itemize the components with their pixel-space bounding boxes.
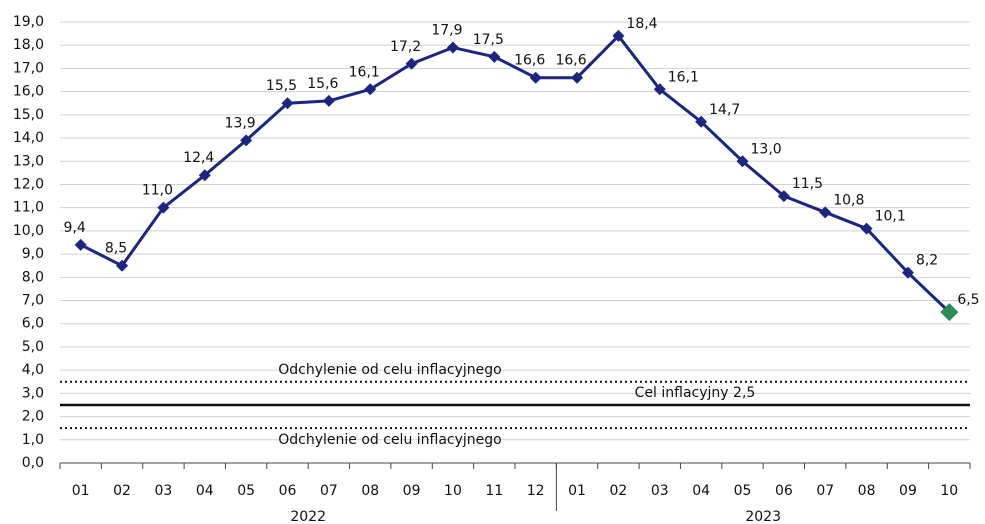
data-label: 6,5 [957, 292, 979, 308]
marker [157, 201, 170, 214]
x-tick-label: 01 [72, 483, 90, 499]
y-tick-label: 16,0 [13, 84, 44, 100]
x-tick-label: 04 [196, 483, 214, 499]
y-tick-label: 18,0 [13, 37, 44, 53]
marker [240, 134, 253, 147]
data-label: 10,1 [875, 209, 906, 225]
y-tick-label: 9,0 [22, 246, 44, 262]
y-tick-label: 17,0 [13, 60, 44, 76]
y-tick-label: 11,0 [13, 200, 44, 216]
line [80, 33, 951, 314]
x-tick-label: 09 [899, 483, 917, 499]
data-label: 8,2 [916, 253, 938, 269]
x-tick-label: 05 [237, 483, 255, 499]
x-tick-label: 05 [734, 483, 752, 499]
data-label: 15,6 [307, 76, 338, 92]
data-label: 10,8 [833, 192, 864, 208]
marker [281, 97, 294, 110]
data-label: 14,7 [709, 102, 740, 118]
y-tick-label: 7,0 [22, 293, 44, 309]
y-tick-label: 6,0 [22, 316, 44, 332]
data-label: 8,5 [105, 241, 127, 257]
y-tick-label: 13,0 [13, 153, 44, 169]
y-tick-label: 10,0 [13, 223, 44, 239]
y-tick-label: 12,0 [13, 176, 44, 192]
y-tick-label: 4,0 [22, 362, 44, 378]
data-label: 11,5 [792, 176, 823, 192]
x-tick-label: 11 [485, 483, 503, 499]
reference-label: Odchylenie od celu inflacyjnego [278, 432, 502, 448]
marker [405, 57, 418, 70]
y-tick-label: 2,0 [22, 409, 44, 425]
marker [653, 83, 666, 96]
x-tick-label: 09 [403, 483, 421, 499]
marker [612, 29, 625, 42]
marker [116, 259, 129, 272]
x-tick-label: 10 [940, 483, 958, 499]
data-label: 11,0 [142, 183, 173, 199]
data-label: 16,1 [668, 69, 699, 85]
marker [74, 238, 87, 251]
x-tick-label: 02 [113, 483, 131, 499]
marker [364, 83, 377, 96]
marker [901, 266, 914, 279]
x-tick-label: 06 [279, 483, 297, 499]
y-tick-label: 3,0 [22, 385, 44, 401]
x-tick-label: 08 [858, 483, 876, 499]
data-label: 13,9 [225, 115, 256, 131]
data-label: 17,2 [390, 39, 421, 55]
marker [695, 115, 708, 128]
reference-label: Cel inflacyjny 2,5 [635, 385, 756, 401]
data-label: 15,5 [266, 78, 297, 94]
x-tick-label: 07 [816, 483, 834, 499]
group-label: 2022 [290, 509, 326, 524]
x-tick-label: 10 [444, 483, 462, 499]
data-label: 16,6 [514, 53, 545, 69]
marker [488, 50, 501, 63]
marker [736, 155, 749, 168]
y-tick-label: 1,0 [22, 432, 44, 448]
marker [819, 206, 832, 219]
marker [940, 303, 959, 322]
x-tick-label: 02 [609, 483, 627, 499]
y-tick-label: 14,0 [13, 130, 44, 146]
data-label: 18,4 [626, 16, 657, 32]
data-label: 13,0 [751, 141, 782, 157]
marker [777, 190, 790, 203]
group-label: 2023 [745, 509, 781, 524]
x-tick-label: 12 [527, 483, 545, 499]
data-label: 17,9 [431, 23, 462, 39]
y-tick-label: 15,0 [13, 107, 44, 123]
marker [446, 41, 459, 54]
x-tick-label: 06 [775, 483, 793, 499]
reference-label: Odchylenie od celu inflacyjnego [278, 362, 502, 378]
data-label: 9,4 [64, 220, 86, 236]
x-tick-label: 04 [692, 483, 710, 499]
y-tick-label: 0,0 [22, 455, 44, 471]
marker [571, 71, 584, 84]
x-tick-label: 03 [651, 483, 669, 499]
y-tick-label: 5,0 [22, 339, 44, 355]
data-label: 12,4 [183, 150, 214, 166]
x-tick-label: 03 [154, 483, 172, 499]
data-label: 16,1 [349, 64, 380, 80]
y-tick-label: 8,0 [22, 269, 44, 285]
data-label: 17,5 [473, 32, 504, 48]
data-label: 16,6 [555, 53, 586, 69]
marker [198, 169, 211, 182]
x-tick-label: 08 [361, 483, 379, 499]
y-tick-label: 19,0 [13, 14, 44, 30]
x-tick-label: 01 [568, 483, 586, 499]
marker [860, 222, 873, 235]
x-tick-label: 07 [320, 483, 338, 499]
marker [322, 94, 335, 107]
marker [529, 71, 542, 84]
